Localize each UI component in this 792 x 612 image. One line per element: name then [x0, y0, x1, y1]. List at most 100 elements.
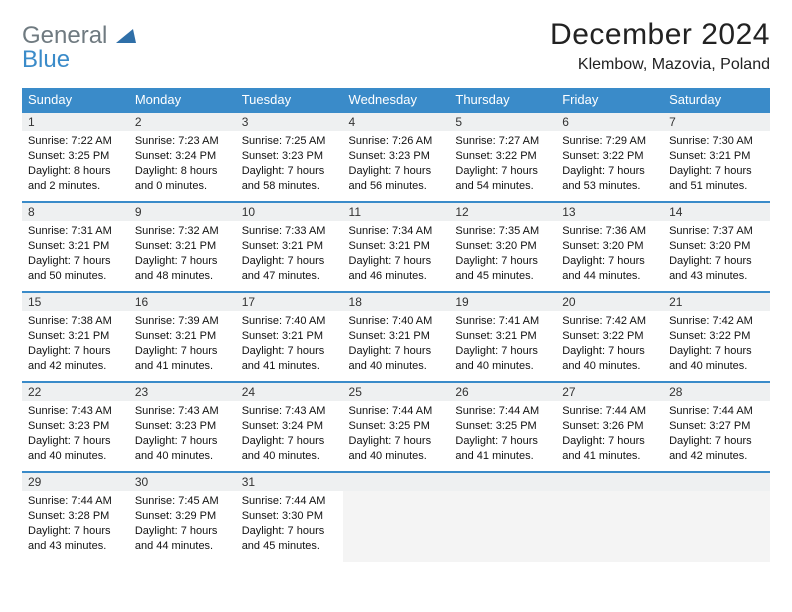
sunrise-line: Sunrise: 7:40 AM — [349, 314, 444, 329]
day-number: 5 — [449, 113, 556, 131]
calendar-cell: 18Sunrise: 7:40 AMSunset: 3:21 PMDayligh… — [343, 292, 450, 382]
calendar-cell: 6Sunrise: 7:29 AMSunset: 3:22 PMDaylight… — [556, 112, 663, 202]
daylight-line: Daylight: 7 hours and 40 minutes. — [135, 434, 230, 464]
day-number: 31 — [236, 473, 343, 491]
day-body: Sunrise: 7:36 AMSunset: 3:20 PMDaylight:… — [556, 221, 663, 289]
calendar-table: SundayMondayTuesdayWednesdayThursdayFrid… — [22, 88, 770, 562]
day-number: 2 — [129, 113, 236, 131]
calendar-cell: 29Sunrise: 7:44 AMSunset: 3:28 PMDayligh… — [22, 472, 129, 562]
sunrise-line: Sunrise: 7:40 AM — [242, 314, 337, 329]
daylight-line: Daylight: 7 hours and 40 minutes. — [349, 434, 444, 464]
calendar-cell: 1Sunrise: 7:22 AMSunset: 3:25 PMDaylight… — [22, 112, 129, 202]
sunset-line: Sunset: 3:21 PM — [242, 329, 337, 344]
sunset-line: Sunset: 3:21 PM — [28, 239, 123, 254]
sunset-line: Sunset: 3:21 PM — [455, 329, 550, 344]
day-body: Sunrise: 7:33 AMSunset: 3:21 PMDaylight:… — [236, 221, 343, 289]
brand-logo: General Blue — [22, 18, 136, 72]
sunrise-line: Sunrise: 7:37 AM — [669, 224, 764, 239]
calendar-cell: 11Sunrise: 7:34 AMSunset: 3:21 PMDayligh… — [343, 202, 450, 292]
day-number: 29 — [22, 473, 129, 491]
day-body: Sunrise: 7:44 AMSunset: 3:26 PMDaylight:… — [556, 401, 663, 469]
day-number: 30 — [129, 473, 236, 491]
sunrise-line: Sunrise: 7:44 AM — [562, 404, 657, 419]
sunrise-line: Sunrise: 7:31 AM — [28, 224, 123, 239]
calendar-cell: 5Sunrise: 7:27 AMSunset: 3:22 PMDaylight… — [449, 112, 556, 202]
daylight-line: Daylight: 7 hours and 51 minutes. — [669, 164, 764, 194]
daylight-line: Daylight: 7 hours and 56 minutes. — [349, 164, 444, 194]
daylight-line: Daylight: 7 hours and 43 minutes. — [28, 524, 123, 554]
sunrise-line: Sunrise: 7:29 AM — [562, 134, 657, 149]
sunrise-line: Sunrise: 7:27 AM — [455, 134, 550, 149]
calendar-cell — [663, 472, 770, 562]
sunrise-line: Sunrise: 7:43 AM — [135, 404, 230, 419]
daylight-line: Daylight: 7 hours and 48 minutes. — [135, 254, 230, 284]
weekday-header: Thursday — [449, 88, 556, 112]
daylight-line: Daylight: 7 hours and 40 minutes. — [242, 434, 337, 464]
calendar-cell: 4Sunrise: 7:26 AMSunset: 3:23 PMDaylight… — [343, 112, 450, 202]
daylight-line: Daylight: 7 hours and 58 minutes. — [242, 164, 337, 194]
logo-word-general: General — [22, 22, 107, 49]
day-number: 20 — [556, 293, 663, 311]
sunset-line: Sunset: 3:21 PM — [349, 239, 444, 254]
calendar-cell: 21Sunrise: 7:42 AMSunset: 3:22 PMDayligh… — [663, 292, 770, 382]
day-body: Sunrise: 7:41 AMSunset: 3:21 PMDaylight:… — [449, 311, 556, 379]
sunset-line: Sunset: 3:22 PM — [562, 329, 657, 344]
day-body: Sunrise: 7:42 AMSunset: 3:22 PMDaylight:… — [663, 311, 770, 379]
day-number: 3 — [236, 113, 343, 131]
sunrise-line: Sunrise: 7:43 AM — [242, 404, 337, 419]
daylight-line: Daylight: 7 hours and 41 minutes. — [562, 434, 657, 464]
daylight-line: Daylight: 7 hours and 41 minutes. — [455, 434, 550, 464]
calendar-cell: 9Sunrise: 7:32 AMSunset: 3:21 PMDaylight… — [129, 202, 236, 292]
daylight-line: Daylight: 7 hours and 45 minutes. — [242, 524, 337, 554]
calendar-cell: 17Sunrise: 7:40 AMSunset: 3:21 PMDayligh… — [236, 292, 343, 382]
day-body: Sunrise: 7:43 AMSunset: 3:24 PMDaylight:… — [236, 401, 343, 469]
daylight-line: Daylight: 7 hours and 40 minutes. — [669, 344, 764, 374]
sunrise-line: Sunrise: 7:34 AM — [349, 224, 444, 239]
daylight-line: Daylight: 7 hours and 41 minutes. — [242, 344, 337, 374]
sunset-line: Sunset: 3:20 PM — [669, 239, 764, 254]
weekday-header: Wednesday — [343, 88, 450, 112]
weekday-header: Friday — [556, 88, 663, 112]
calendar-cell: 30Sunrise: 7:45 AMSunset: 3:29 PMDayligh… — [129, 472, 236, 562]
sunset-line: Sunset: 3:21 PM — [135, 239, 230, 254]
sunrise-line: Sunrise: 7:33 AM — [242, 224, 337, 239]
daylight-line: Daylight: 7 hours and 40 minutes. — [28, 434, 123, 464]
sunrise-line: Sunrise: 7:32 AM — [135, 224, 230, 239]
calendar-cell: 19Sunrise: 7:41 AMSunset: 3:21 PMDayligh… — [449, 292, 556, 382]
sunset-line: Sunset: 3:21 PM — [242, 239, 337, 254]
sunrise-line: Sunrise: 7:43 AM — [28, 404, 123, 419]
day-body: Sunrise: 7:30 AMSunset: 3:21 PMDaylight:… — [663, 131, 770, 199]
sunset-line: Sunset: 3:30 PM — [242, 509, 337, 524]
sunset-line: Sunset: 3:21 PM — [135, 329, 230, 344]
day-number: 9 — [129, 203, 236, 221]
sunset-line: Sunset: 3:24 PM — [242, 419, 337, 434]
page-title: December 2024 — [550, 18, 770, 52]
sunset-line: Sunset: 3:29 PM — [135, 509, 230, 524]
sunrise-line: Sunrise: 7:44 AM — [669, 404, 764, 419]
calendar-cell — [343, 472, 450, 562]
calendar-cell: 23Sunrise: 7:43 AMSunset: 3:23 PMDayligh… — [129, 382, 236, 472]
sunset-line: Sunset: 3:27 PM — [669, 419, 764, 434]
calendar-cell: 28Sunrise: 7:44 AMSunset: 3:27 PMDayligh… — [663, 382, 770, 472]
sunrise-line: Sunrise: 7:44 AM — [242, 494, 337, 509]
calendar-cell: 25Sunrise: 7:44 AMSunset: 3:25 PMDayligh… — [343, 382, 450, 472]
daylight-line: Daylight: 7 hours and 54 minutes. — [455, 164, 550, 194]
calendar-cell: 8Sunrise: 7:31 AMSunset: 3:21 PMDaylight… — [22, 202, 129, 292]
day-body: Sunrise: 7:42 AMSunset: 3:22 PMDaylight:… — [556, 311, 663, 379]
day-number: 8 — [22, 203, 129, 221]
calendar-cell: 31 Sunrise: 7:44 AMSunset: 3:30 PMDayligh… — [236, 472, 343, 562]
day-number: 14 — [663, 203, 770, 221]
sunset-line: Sunset: 3:22 PM — [669, 329, 764, 344]
sunrise-line: Sunrise: 7:30 AM — [669, 134, 764, 149]
sunrise-line: Sunrise: 7:41 AM — [455, 314, 550, 329]
weekday-header: Tuesday — [236, 88, 343, 112]
daylight-line: Daylight: 7 hours and 42 minutes. — [669, 434, 764, 464]
day-body: Sunrise: 7:32 AMSunset: 3:21 PMDaylight:… — [129, 221, 236, 289]
day-number: 13 — [556, 203, 663, 221]
day-number: 24 — [236, 383, 343, 401]
sunset-line: Sunset: 3:20 PM — [455, 239, 550, 254]
daylight-line: Daylight: 7 hours and 42 minutes. — [28, 344, 123, 374]
calendar-cell: 15Sunrise: 7:38 AMSunset: 3:21 PMDayligh… — [22, 292, 129, 382]
day-body: Sunrise: 7:45 AMSunset: 3:29 PMDaylight:… — [129, 491, 236, 559]
day-body: Sunrise: 7:43 AMSunset: 3:23 PMDaylight:… — [129, 401, 236, 469]
